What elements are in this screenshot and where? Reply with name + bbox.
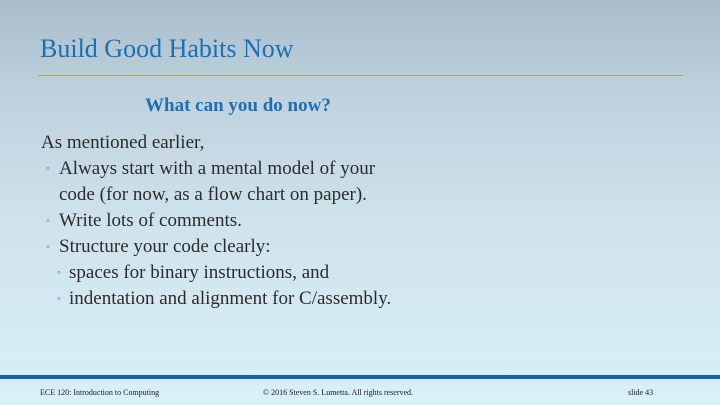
body-text: As mentioned earlier, ◦ Always start wit… xyxy=(41,130,681,312)
bullet-item: ◦ Always start with a mental model of yo… xyxy=(41,156,681,182)
bullet-text: Structure your code clearly: xyxy=(59,236,271,257)
slide-number: slide 43 xyxy=(628,388,654,397)
footer-copyright: © 2016 Steven S. Lumetta. All rights res… xyxy=(263,388,414,397)
bullet-marker-icon: ◦ xyxy=(46,215,50,227)
intro-line: As mentioned earlier, xyxy=(41,132,205,153)
bullet-marker-icon: ◦ xyxy=(57,267,61,279)
bullet-marker-icon: ◦ xyxy=(46,163,50,175)
sub-bullet-item: ◦ indentation and alignment for C/assemb… xyxy=(41,286,681,312)
sub-bullet-text: spaces for binary instructions, and xyxy=(69,262,330,283)
bullet-item: ◦ Structure your code clearly: xyxy=(41,234,681,260)
sub-bullet-item: ◦ spaces for binary instructions, and xyxy=(41,260,681,286)
title-rule xyxy=(38,75,683,76)
bullet-text: Write lots of comments. xyxy=(59,210,242,231)
subheading: What can you do now? xyxy=(145,95,331,116)
sub-bullet-text: indentation and alignment for C/assembly… xyxy=(69,288,392,309)
bullet-item: ◦ Write lots of comments. xyxy=(41,208,681,234)
bullet-marker-icon: ◦ xyxy=(46,241,50,253)
bullet-marker-icon: ◦ xyxy=(57,293,61,305)
footer-bar xyxy=(0,375,720,379)
bullet-continuation: code (for now, as a flow chart on paper)… xyxy=(59,184,367,205)
slide-title: Build Good Habits Now xyxy=(40,34,294,63)
footer-course: ECE 120: Introduction to Computing xyxy=(40,388,160,397)
bullet-text: Always start with a mental model of your xyxy=(59,158,376,179)
